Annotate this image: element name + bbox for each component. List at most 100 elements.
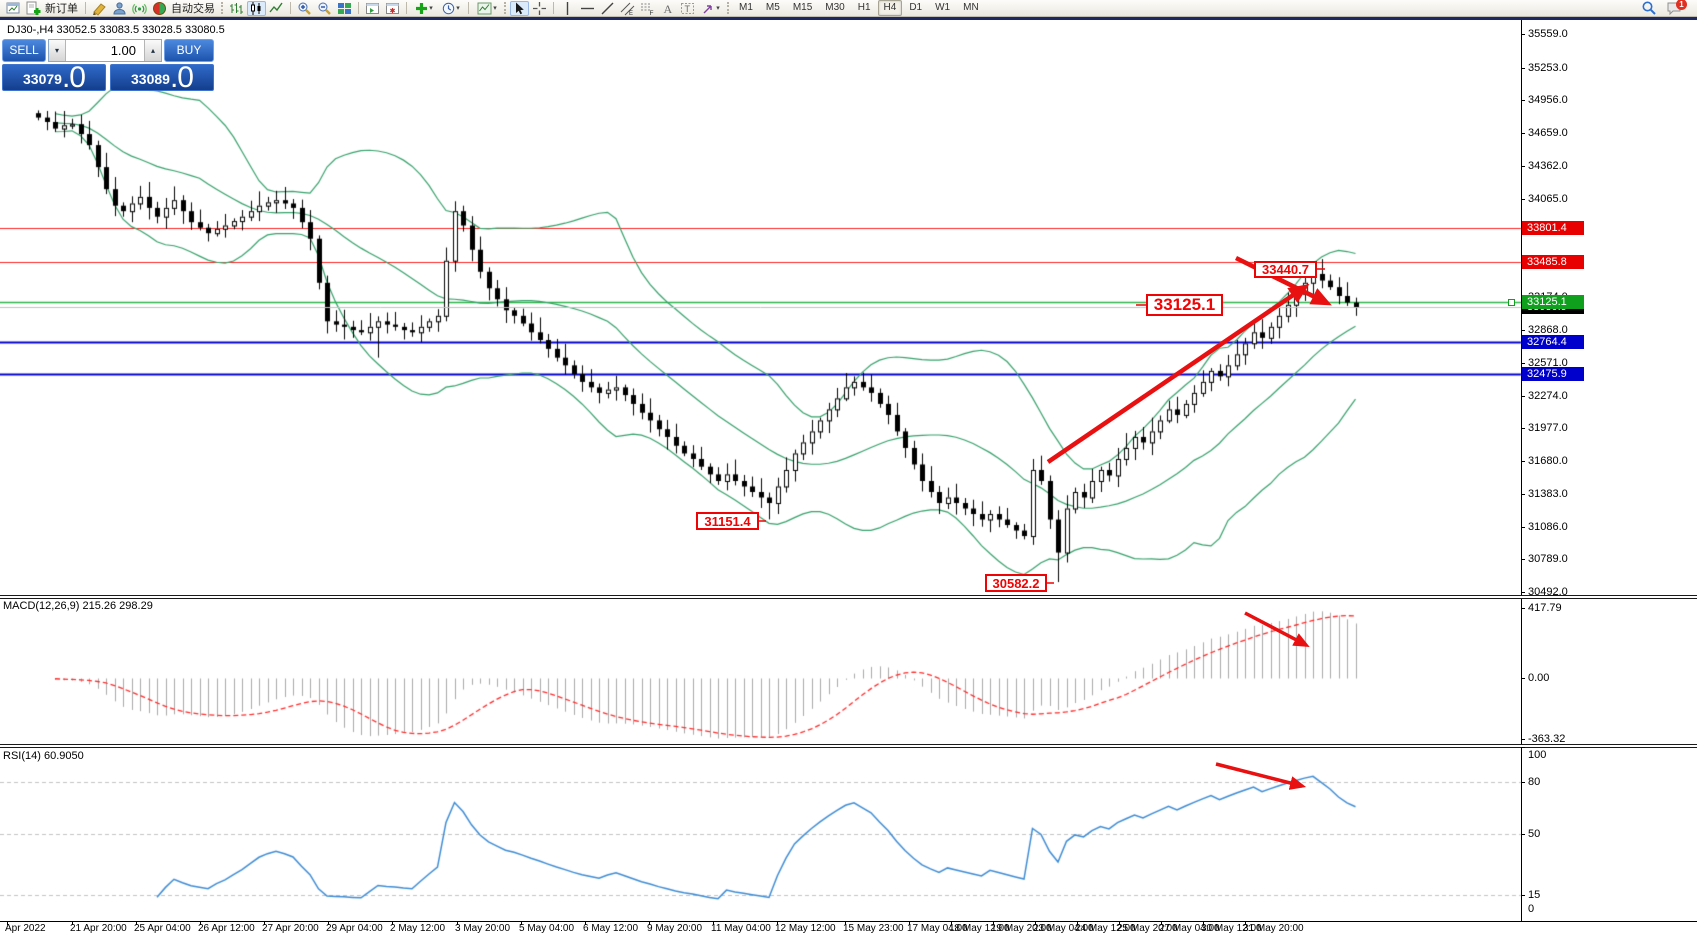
price-tick-label: 34065.0 (1528, 193, 1568, 205)
price-tick-mark (1521, 363, 1525, 364)
timeframe-d1[interactable]: D1 (909, 2, 923, 13)
price-tick-label: 34362.0 (1528, 160, 1568, 172)
time-axis-label: 27 Apr 20:00 (262, 923, 319, 934)
price-annotation[interactable]: 33440.7 (1254, 261, 1317, 278)
time-axis-label: Apr 2022 (5, 923, 46, 934)
text-label-icon[interactable]: T (678, 1, 697, 16)
price-tick-mark (1521, 68, 1525, 69)
rsi-tick-mark (1521, 747, 1525, 748)
sell-price[interactable]: 33079.0 (2, 64, 106, 91)
price-annotation[interactable]: 33125.1 (1146, 294, 1223, 316)
time-axis-label: 18 May 12:00 (949, 923, 1010, 934)
svg-text:F: F (650, 10, 654, 16)
auto-trading-button[interactable]: 自动交易 (150, 0, 218, 16)
rsi-tick-mark (1521, 921, 1525, 922)
window-divider (0, 17, 1697, 20)
tile-windows-icon[interactable] (335, 1, 354, 16)
zoom-in-icon[interactable] (295, 1, 314, 16)
time-tick-mark (1203, 921, 1204, 925)
time-axis-label: 21 Apr 20:00 (70, 923, 127, 934)
price-tick-label: 31680.0 (1528, 455, 1568, 467)
line-chart-icon[interactable] (267, 1, 286, 16)
time-tick-mark (993, 921, 994, 925)
trend-line-icon[interactable] (598, 1, 617, 16)
text-icon[interactable]: A (658, 1, 677, 16)
timeframe-h1[interactable]: H1 (857, 2, 871, 13)
profile-icon[interactable] (110, 1, 129, 16)
volume-decrease-button[interactable]: ▾ (49, 40, 66, 61)
horizontal-line-icon[interactable] (578, 1, 597, 16)
time-tick-mark (1245, 921, 1246, 925)
time-tick-mark (1161, 921, 1162, 925)
styler-icon[interactable] (90, 1, 109, 16)
add-indicator-dropdown[interactable]: ▾ (416, 2, 433, 14)
rsi-tick-mark (1521, 895, 1525, 896)
time-axis-label: 3 May 20:00 (455, 923, 511, 934)
data-window-icon[interactable] (363, 1, 382, 16)
macd-pane-separator[interactable] (0, 595, 1697, 599)
timeframe-h4[interactable]: H4 (877, 0, 903, 16)
new-order-button[interactable]: 新订单 (24, 0, 81, 16)
timeframe-m15[interactable]: M15 (792, 2, 813, 13)
time-tick-mark (328, 921, 329, 925)
rsi-tick-label: 80 (1528, 776, 1541, 788)
price-annotation[interactable]: 30582.2 (985, 574, 1047, 592)
notification-badge: 1 (1676, 0, 1687, 10)
volume-input[interactable]: ▾ 1.00 ▴ (48, 39, 162, 62)
volume-increase-button[interactable]: ▴ (144, 40, 161, 61)
pivot-line-marker[interactable] (1508, 299, 1515, 306)
time-axis-label: 31 May 20:00 (1243, 923, 1304, 934)
price-level-badge: 33125.1 (1522, 295, 1584, 309)
price-annotation[interactable]: 31151.4 (696, 512, 759, 530)
strategy-window-icon[interactable] (383, 1, 402, 16)
zoom-out-icon[interactable] (315, 1, 334, 16)
timeframe-m30[interactable]: M30 (825, 2, 845, 13)
period-dropdown[interactable]: ▾ (438, 1, 464, 16)
rsi-tick-label: 50 (1528, 828, 1541, 840)
buy-price-main: 33089 (131, 71, 170, 87)
timeframe-mn[interactable]: MN (963, 2, 979, 13)
time-axis-label: 30 May 12:00 (1201, 923, 1262, 934)
bars-chart-icon[interactable] (227, 1, 246, 16)
cursor-icon[interactable] (510, 0, 529, 16)
price-tick-label: 32868.0 (1528, 324, 1568, 336)
chat-icon[interactable]: 1 (1664, 0, 1687, 16)
price-tick-label: 35559.0 (1528, 28, 1568, 40)
time-tick-mark (951, 921, 952, 925)
signal-icon[interactable] (130, 1, 149, 16)
time-tick-mark (457, 921, 458, 925)
price-tick-mark (1521, 199, 1525, 200)
buy-price[interactable]: 33089.0 (110, 64, 214, 91)
rsi-pane-separator[interactable] (0, 744, 1697, 748)
timeframe-bar: M1 M5 M15 M30 H1 H4 D1 W1 MN (733, 0, 985, 16)
buy-button[interactable]: BUY (164, 39, 214, 62)
timeframe-m1[interactable]: M1 (739, 2, 753, 13)
sell-button[interactable]: SELL (2, 39, 46, 62)
arrows-dropdown[interactable]: ▾ (698, 1, 724, 16)
volume-value[interactable]: 1.00 (110, 43, 136, 58)
chart-window-icon[interactable] (4, 1, 23, 16)
timeframe-w1[interactable]: W1 (935, 2, 951, 13)
time-axis-label: 29 Apr 04:00 (326, 923, 383, 934)
price-tick-mark (1521, 133, 1525, 134)
candles-chart-icon[interactable] (247, 0, 266, 16)
svg-text:T: T (685, 4, 691, 14)
rsi-tick-label: 15 (1528, 889, 1541, 901)
template-dropdown[interactable]: ▾ (473, 1, 501, 16)
fibonacci-icon[interactable]: F (638, 1, 657, 16)
price-tick-label: 30492.0 (1528, 586, 1568, 598)
vertical-line-icon[interactable] (558, 1, 577, 16)
time-tick-mark (1077, 921, 1078, 925)
time-tick-mark (713, 921, 714, 925)
macd-tick-mark (1521, 739, 1525, 740)
time-tick-mark (7, 921, 8, 925)
equidistant-channel-icon[interactable]: E (618, 1, 637, 16)
time-axis-label: 27 May 04:00 (1159, 923, 1220, 934)
search-icon[interactable] (1639, 1, 1658, 16)
time-tick-mark (1119, 921, 1120, 925)
new-order-icon (24, 1, 43, 16)
crosshair-icon[interactable] (530, 1, 549, 16)
timeframe-m5[interactable]: M5 (765, 2, 780, 13)
